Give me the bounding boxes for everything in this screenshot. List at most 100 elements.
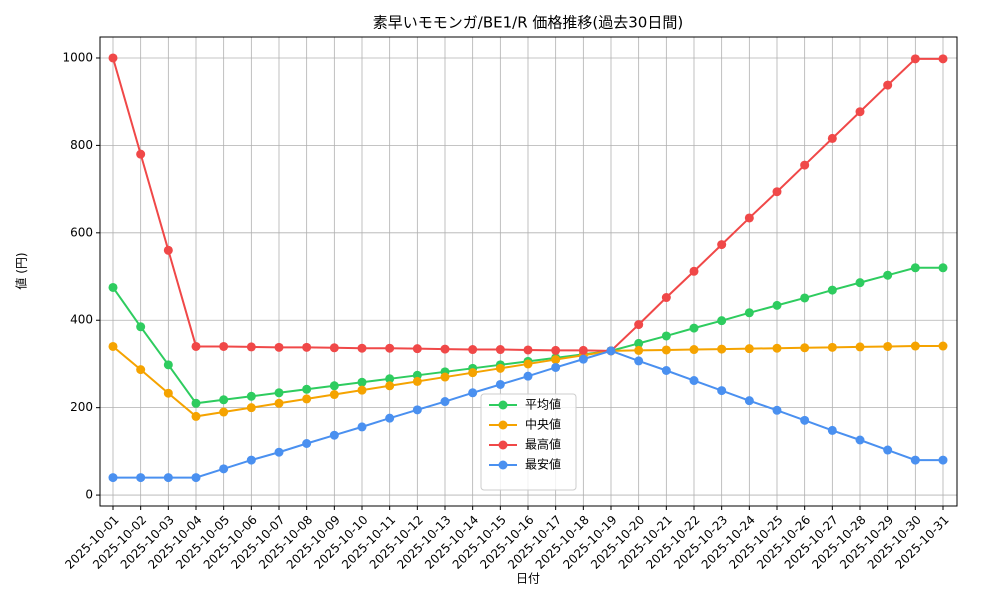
data-point	[883, 445, 893, 455]
legend-marker	[498, 400, 508, 410]
data-point	[357, 422, 367, 432]
data-point	[551, 355, 561, 365]
y-tick-label: 200	[70, 400, 93, 414]
data-point	[136, 322, 146, 332]
data-point	[883, 80, 893, 90]
data-point	[883, 270, 893, 280]
data-point	[385, 343, 395, 353]
data-point	[717, 316, 727, 326]
legend-label: 平均値	[525, 397, 561, 412]
legend-marker	[498, 440, 508, 450]
data-point	[827, 425, 837, 435]
data-point	[772, 343, 782, 353]
data-point	[523, 359, 533, 369]
data-point	[523, 345, 533, 355]
data-point	[329, 381, 339, 391]
series	[108, 346, 948, 483]
data-point	[744, 308, 754, 318]
data-point	[302, 438, 312, 448]
data-point	[108, 282, 118, 292]
data-point	[772, 300, 782, 310]
data-point	[163, 360, 173, 370]
data-point	[246, 455, 256, 465]
data-point	[717, 240, 727, 250]
data-point	[800, 160, 810, 170]
data-point	[440, 372, 450, 382]
data-point	[357, 377, 367, 387]
data-point	[910, 455, 920, 465]
data-point	[357, 343, 367, 353]
y-tick-label: 800	[70, 138, 93, 152]
data-point	[302, 342, 312, 352]
data-point	[412, 344, 422, 354]
data-point	[136, 149, 146, 159]
data-point	[440, 397, 450, 407]
data-point	[191, 411, 201, 421]
data-point	[855, 278, 865, 288]
data-point	[827, 133, 837, 143]
data-point	[578, 354, 588, 364]
data-point	[495, 379, 505, 389]
data-point	[163, 245, 173, 255]
data-point	[634, 356, 644, 366]
data-point	[910, 263, 920, 273]
data-point	[246, 342, 256, 352]
data-point	[219, 464, 229, 474]
y-tick-label: 1000	[62, 50, 93, 64]
plot-frame	[99, 36, 958, 507]
data-point	[246, 403, 256, 413]
data-point	[744, 213, 754, 223]
y-tick-label: 400	[70, 313, 93, 327]
chart-title: 素早いモモンガ/BE1/R 価格推移(過去30日間)	[373, 14, 683, 32]
data-point	[689, 323, 699, 333]
data-point	[910, 54, 920, 64]
data-point	[385, 381, 395, 391]
data-point	[800, 293, 810, 303]
data-point	[661, 293, 671, 303]
data-point	[578, 345, 588, 355]
data-point	[495, 363, 505, 373]
data-point	[938, 54, 948, 64]
data-point	[661, 366, 671, 376]
data-point	[744, 396, 754, 406]
data-point	[191, 341, 201, 351]
data-point	[163, 473, 173, 483]
data-point	[717, 386, 727, 396]
legend-label: 中央値	[525, 417, 561, 432]
data-point	[468, 388, 478, 398]
data-point	[523, 371, 533, 381]
data-point	[385, 413, 395, 423]
data-point	[910, 341, 920, 351]
data-point	[661, 331, 671, 341]
legend-label: 最安値	[525, 457, 561, 472]
x-axis-label: 日付	[516, 572, 540, 586]
data-point	[800, 343, 810, 353]
data-point	[274, 388, 284, 398]
data-point	[274, 398, 284, 408]
legend-marker	[498, 420, 508, 430]
data-point	[551, 345, 561, 355]
data-point	[246, 391, 256, 401]
data-point	[329, 390, 339, 400]
data-point	[191, 473, 201, 483]
data-point	[689, 345, 699, 355]
data-point	[274, 447, 284, 457]
data-point	[634, 320, 644, 330]
data-point	[191, 398, 201, 408]
data-point	[800, 415, 810, 425]
data-point	[302, 394, 312, 404]
data-point	[855, 107, 865, 117]
data-point	[163, 388, 173, 398]
data-point	[108, 53, 118, 63]
data-point	[883, 341, 893, 351]
data-point	[385, 374, 395, 384]
data-point	[357, 385, 367, 395]
data-point	[440, 344, 450, 354]
data-point	[772, 405, 782, 415]
data-point	[136, 365, 146, 375]
data-point	[689, 376, 699, 386]
data-point	[329, 343, 339, 353]
data-point	[827, 342, 837, 352]
